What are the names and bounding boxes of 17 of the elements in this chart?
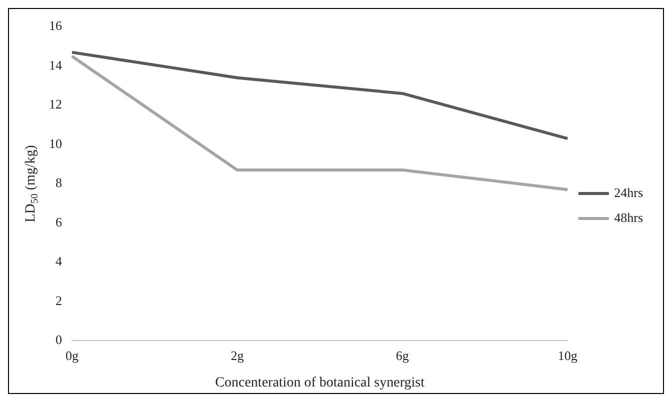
y-tick-label: 4 [56,254,62,269]
y-tick-label: 2 [56,292,62,308]
x-tick-label: 0g [66,348,79,363]
x-tick-label: 2g [230,348,244,363]
x-tick-label: 10g [558,348,578,363]
y-tick-label: 6 [56,214,62,230]
x-axis-title: Concenteration of botanical synergist [215,375,425,390]
legend-label: 48hrs [614,210,643,225]
y-tick-label: 10 [49,136,62,151]
x-tick-label: 6g [396,348,410,363]
y-tick-label: 8 [56,175,62,190]
y-tick-label: 12 [49,96,62,112]
legend-label: 24hrs [614,184,643,200]
y-tick-label: 14 [49,57,62,72]
y-tick-label: 0 [56,332,62,348]
y-axis-title: LD50 (mg/kg) [24,144,41,222]
y-tick-label: 16 [49,18,62,34]
